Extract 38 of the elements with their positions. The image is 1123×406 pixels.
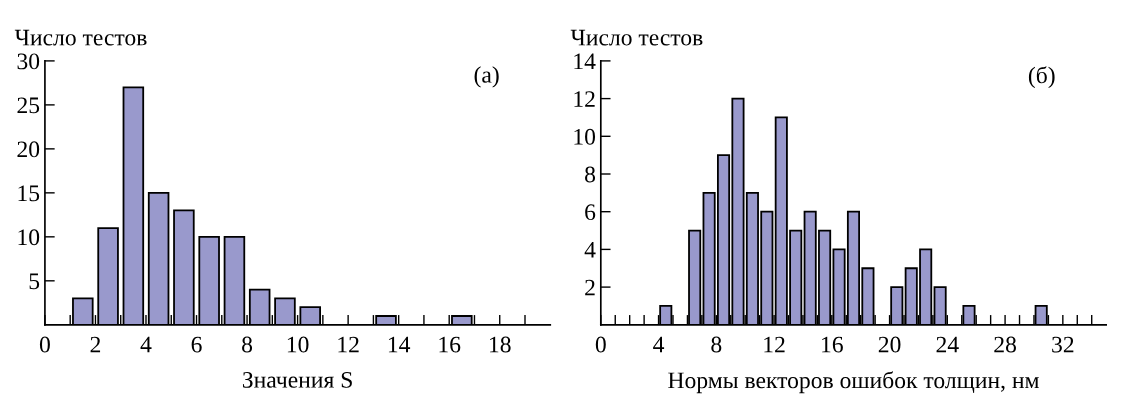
x-tick-label: 14 [388,336,411,353]
x-tick-label: 6 [191,336,202,353]
y-tick-label: 25 [17,97,40,114]
x-tick-label: 10 [287,336,309,353]
y-tick-label: 6 [585,204,596,221]
y-tick-label: 2 [585,279,595,296]
x-tick-label: 2 [90,336,101,353]
annotation: (а) [474,66,499,88]
x-axis-title: Значения S [242,371,352,388]
y-tick-label: 30 [17,53,40,70]
y-tick-label: 14 [574,53,596,70]
x-tick-label: 20 [878,336,901,353]
y-tick-label: 10 [574,128,596,145]
y-tick-label: 4 [584,242,596,258]
annotation: (б) [1028,66,1055,89]
x-tick-label: 16 [439,336,461,353]
x-tick-label: 12 [338,336,359,353]
y-tick-label: 8 [585,166,596,183]
y-axis-title: Число тестов [570,29,703,46]
x-tick-label: 0 [595,336,606,353]
y-tick-label: 20 [17,141,40,158]
x-tick-label: 18 [490,336,511,353]
x-tick-label: 8 [711,336,722,353]
y-tick-label: 5 [29,273,40,290]
x-tick-label: 28 [994,336,1016,353]
x-tick-label: 4 [140,336,152,353]
y-tick-label: 15 [18,185,40,202]
y-tick-label: 12 [574,91,595,107]
x-tick-label: 16 [822,336,843,353]
x-tick-label: 24 [936,336,959,353]
x-tick-label: 8 [242,336,253,353]
x-tick-label: 0 [39,336,50,353]
x-tick-label: 4 [653,336,665,353]
x-axis-title: Нормы векторов ошибок толщин, нм [668,371,1039,394]
x-tick-label: 12 [764,336,785,353]
y-tick-label: 10 [18,229,40,246]
x-tick-label: 32 [1052,336,1074,353]
y-axis-title: Число тестов [14,29,147,46]
